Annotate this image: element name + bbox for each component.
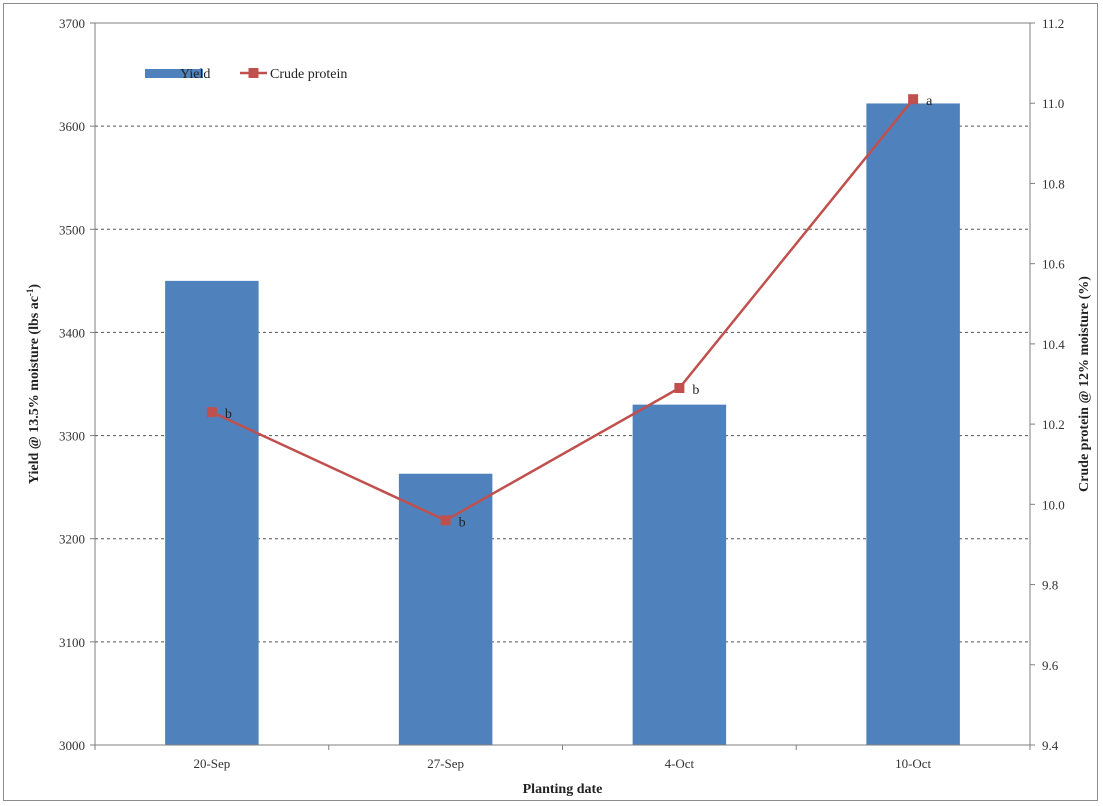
- x-tick-label: 10-Oct: [895, 756, 931, 771]
- x-tick-label: 4-Oct: [665, 756, 695, 771]
- y-left-tick-label: 3200: [59, 532, 85, 547]
- y-right-tick-label: 11.0: [1042, 96, 1064, 111]
- bar-yield-20-sep: [165, 280, 259, 745]
- y-left-tick-label: 3100: [59, 635, 85, 650]
- y-left-tick-label: 3000: [59, 738, 85, 753]
- y-right-tick-label: 10.0: [1042, 497, 1065, 512]
- y-left-tick-label: 3400: [59, 325, 85, 340]
- y-left-tick-label: 3300: [59, 429, 85, 444]
- point-crude-protein-10-oct: [908, 94, 919, 105]
- y-right-tick-label: 9.6: [1042, 658, 1059, 673]
- legend-swatch-crude-protein-marker: [248, 68, 259, 78]
- point-label: b: [459, 515, 466, 530]
- bar-yield-4-oct: [632, 404, 727, 745]
- x-axis-title: Planting date: [523, 782, 603, 797]
- tick-labels: 3000 3100 3200 3300 3400 3500 3600 3700 9.4 9.6 9.…: [59, 16, 1065, 771]
- y-right-tick-label: 11.2: [1042, 16, 1064, 31]
- point-label: a: [926, 94, 933, 109]
- bar-yield-10-oct: [866, 103, 960, 746]
- y-right-tick-label: 10.8: [1042, 176, 1065, 191]
- point-crude-protein-20-sep: [206, 407, 217, 418]
- point-label: b: [225, 407, 232, 422]
- y-left-tick-label: 3700: [59, 16, 85, 31]
- legend: Yield Crude protein: [145, 67, 347, 82]
- line-series-crude-protein: b b b a: [206, 94, 933, 530]
- y-right-tick-label: 9.8: [1042, 578, 1058, 593]
- y-left-tick-label: 3600: [59, 119, 85, 134]
- y-right-tick-label: 9.4: [1042, 738, 1059, 753]
- y-axis-left-title: Yield @ 13.5% moisture (lbs ac-1): [25, 284, 42, 485]
- crude-protein-line: [211, 98, 915, 522]
- y-right-tick-label: 10.2: [1042, 417, 1065, 432]
- bar-yield-27-sep: [398, 473, 493, 745]
- axes: [90, 22, 1035, 750]
- point-label: b: [692, 383, 699, 398]
- y-right-tick-label: 10.4: [1042, 337, 1065, 352]
- bar-series-yield: [165, 103, 960, 746]
- x-tick-label: 27-Sep: [427, 756, 464, 771]
- x-tick-label: 20-Sep: [193, 756, 230, 771]
- y-axis-right-title: Crude protein @ 12% moisture (%): [1077, 276, 1092, 492]
- y-right-tick-label: 10.6: [1042, 257, 1065, 272]
- legend-label-yield: Yield: [180, 67, 210, 82]
- y-left-tick-label: 3500: [59, 222, 85, 237]
- point-crude-protein-4-oct: [674, 383, 685, 394]
- legend-swatch-yield: [145, 69, 203, 78]
- point-crude-protein-27-sep: [440, 515, 451, 526]
- legend-label-crude-protein: Crude protein: [270, 67, 347, 82]
